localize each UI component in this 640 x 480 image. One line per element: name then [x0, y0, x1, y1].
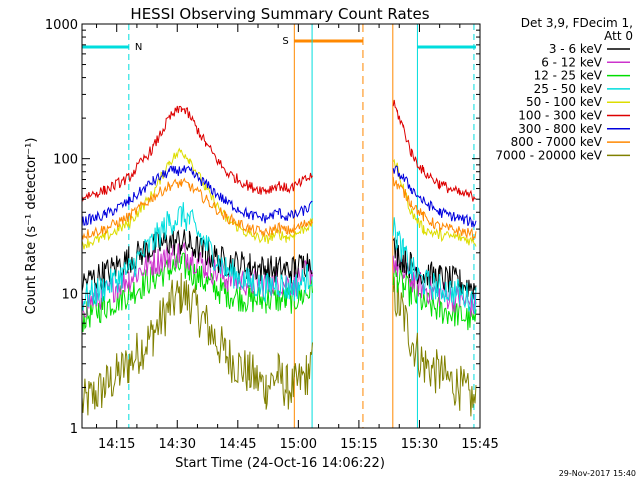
- legend-label: 3 - 6 keV: [549, 42, 603, 56]
- x-tick-label: 15:00: [280, 437, 317, 452]
- legend-label: 100 - 300 keV: [518, 109, 602, 123]
- legend-label: 300 - 800 keV: [518, 122, 602, 136]
- y-tick-label: 1: [70, 422, 78, 437]
- series-25-50-kev: [81, 202, 477, 315]
- x-tick-label: 15:15: [340, 437, 377, 452]
- legend-header-line-2: Att 0: [604, 29, 633, 43]
- plot-frame: [81, 23, 481, 429]
- y-axis-label: Count Rate (s⁻¹ detector⁻¹): [24, 138, 39, 315]
- chart-title: HESSI Observing Summary Count Rates: [130, 5, 429, 23]
- legend-label: 25 - 50 keV: [534, 82, 603, 96]
- legend-label: 12 - 25 keV: [534, 69, 603, 83]
- series-800-7000-kev: [81, 176, 477, 241]
- series-12-25-kev: [81, 252, 477, 332]
- legend-header-line-1: Det 3,9, FDecim 1,: [521, 16, 633, 30]
- footer-timestamp: 29-Nov-2017 15:40: [559, 469, 636, 478]
- x-tick-label: 14:45: [219, 437, 256, 452]
- y-tick-label: 100: [53, 153, 78, 168]
- x-tick-label: 14:15: [98, 437, 135, 452]
- x-axis: 14:15 14:30 14:45 15:00 15:15 15:30 15:45: [96, 24, 499, 452]
- legend-label: 800 - 7000 keV: [511, 135, 603, 149]
- legend-label: 50 - 100 keV: [526, 95, 603, 109]
- series-layer: [81, 99, 477, 417]
- y-tick-label: 10: [61, 287, 78, 302]
- legend-label: 7000 - 20000 keV: [495, 148, 602, 162]
- series-100-300-kev: [81, 99, 477, 202]
- x-tick-label: 15:45: [461, 437, 498, 452]
- legend-label: 6 - 12 keV: [541, 55, 603, 69]
- y-axis: 1 10 100 1000: [45, 18, 480, 437]
- series-300-800-kev: [81, 165, 477, 228]
- x-axis-label: Start Time (24-Oct-16 14:06:22): [175, 456, 385, 471]
- x-tick-label: 14:30: [159, 437, 196, 452]
- series-7000-20000-kev: [81, 272, 477, 417]
- annotation-n: N: [135, 42, 142, 53]
- x-tick-label: 15:30: [401, 437, 438, 452]
- annotation-s: S: [282, 36, 288, 47]
- y-tick-label: 1000: [45, 18, 78, 33]
